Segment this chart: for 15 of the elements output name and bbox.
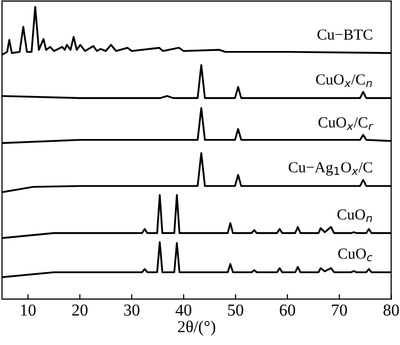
- x-tick-label: 30: [124, 304, 140, 316]
- x-tick-label: 80: [384, 304, 399, 316]
- series-label: CuO$_{x}$/C$_{r}$: [318, 117, 374, 130]
- series-label: Cu−BTC: [318, 29, 372, 40]
- series-label: Cu−Ag$_{1}$O$_{x}$/C: [288, 162, 372, 176]
- x-tick-label: 10: [21, 304, 36, 316]
- x-tick-label: 70: [332, 304, 348, 316]
- x-tick-label: 60: [280, 304, 296, 316]
- series-label: CuO$_{c}$: [338, 248, 372, 262]
- x-tick-label: 40: [176, 304, 192, 316]
- x-tick-label: 50: [228, 304, 244, 316]
- x-tick-label: 20: [72, 304, 88, 316]
- x-axis-title: 2θ/(°): [178, 320, 216, 336]
- series-label: CuO$_{x}$/C$_{n}$: [316, 74, 372, 87]
- series-label: CuO$_{n}$: [337, 209, 372, 222]
